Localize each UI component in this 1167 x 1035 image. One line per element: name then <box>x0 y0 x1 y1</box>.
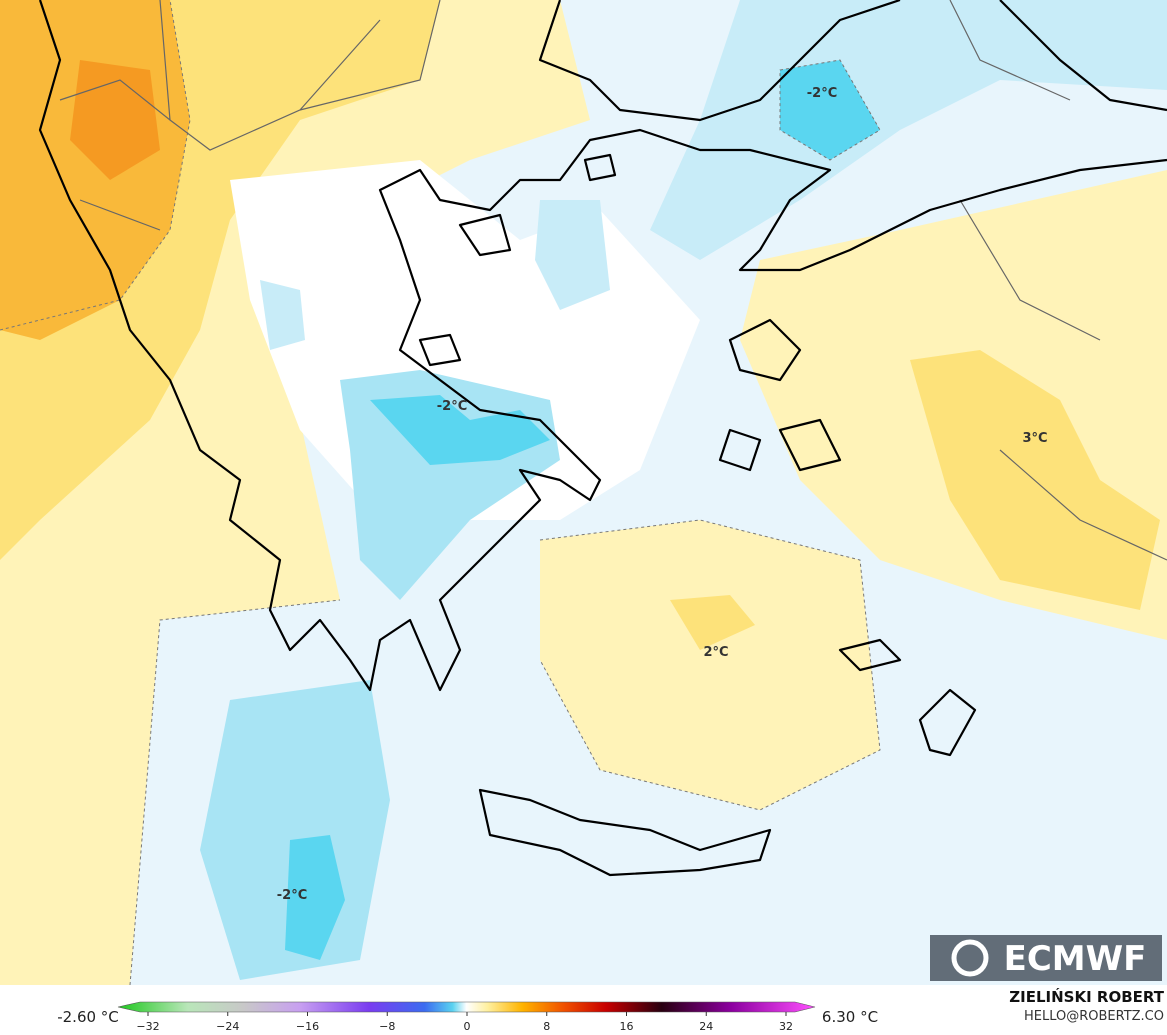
colorbar-tick-label: −8 <box>379 1020 395 1033</box>
colorbar-tick-label: 16 <box>620 1020 634 1033</box>
contour-label: 3°C <box>1022 431 1047 446</box>
logo-text: ECMWF <box>1004 939 1147 979</box>
contour-label: -2°C <box>277 888 307 903</box>
map <box>0 0 1167 986</box>
colorbar-tick-label: 8 <box>543 1020 550 1033</box>
legend-min: -2.60 °C <box>57 1008 119 1026</box>
contour-label: -2°C <box>437 399 467 414</box>
colorbar-tick-label: −16 <box>296 1020 319 1033</box>
colorbar-tick-label: 32 <box>779 1020 793 1033</box>
colorbar-tick-label: −32 <box>136 1020 159 1033</box>
colorbar-tick-label: 0 <box>464 1020 471 1033</box>
contour-label: -2°C <box>807 86 837 101</box>
logo: ECMWF <box>930 935 1162 981</box>
contour-label: 2°C <box>703 645 728 660</box>
colorbar-tick-label: −24 <box>216 1020 239 1033</box>
colorbar: −32 −24 −16 −8 0 8 16 24 32 <box>117 1001 816 1033</box>
email: HELLO@ROBERTZ.CO <box>1024 1009 1164 1024</box>
colorbar-tick-label: 24 <box>699 1020 713 1033</box>
legend-max: 6.30 °C <box>822 1008 878 1026</box>
author: ZIELIŃSKI ROBERT <box>1009 987 1164 1006</box>
